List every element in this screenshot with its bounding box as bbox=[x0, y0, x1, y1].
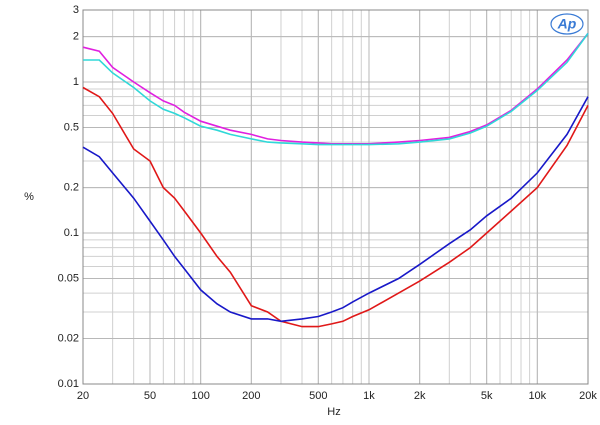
logo: Ap bbox=[557, 16, 577, 32]
data-line bbox=[82, 86, 589, 328]
x-tick-label: 500 bbox=[309, 390, 327, 402]
y-tick-label: 0.02 bbox=[58, 332, 79, 344]
y-axis-label: % bbox=[24, 191, 34, 203]
x-tick-label: 5k bbox=[481, 390, 493, 402]
data-line bbox=[82, 96, 589, 323]
y-tick-label: 0.2 bbox=[64, 181, 79, 193]
logo-badge bbox=[550, 13, 584, 35]
x-tick-label: 20 bbox=[77, 390, 89, 402]
data-line bbox=[82, 32, 589, 145]
x-tick-label: 20k bbox=[579, 390, 597, 402]
y-tick-label: 1 bbox=[73, 76, 79, 88]
x-tick-label: 50 bbox=[144, 390, 156, 402]
plot-frame bbox=[82, 9, 589, 385]
y-tick-label: 3 bbox=[73, 4, 79, 16]
x-tick-label: 2k bbox=[414, 390, 426, 402]
x-tick-label: 10k bbox=[528, 390, 546, 402]
x-tick-label: 1k bbox=[363, 390, 375, 402]
y-tick-label: 0.1 bbox=[64, 227, 79, 239]
data-line bbox=[83, 32, 589, 146]
x-tick-label: 100 bbox=[191, 390, 209, 402]
x-axis-label: Hz bbox=[327, 406, 340, 418]
y-tick-label: 0.05 bbox=[58, 272, 79, 284]
y-tick-label: 2 bbox=[73, 30, 79, 42]
x-tick-label: 200 bbox=[242, 390, 260, 402]
y-tick-label: 0.01 bbox=[58, 378, 79, 390]
y-tick-label: 0.5 bbox=[64, 121, 79, 133]
